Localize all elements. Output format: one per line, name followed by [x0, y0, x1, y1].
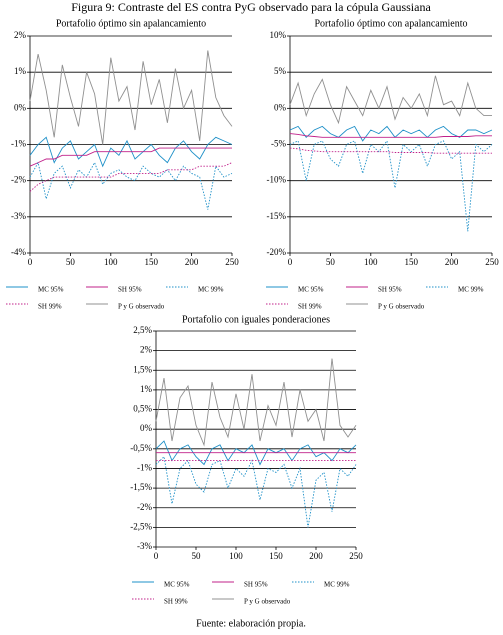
legend-label: SH 95%: [378, 286, 402, 294]
legend-label: SH 99%: [38, 303, 62, 311]
y-tick-label: -1%: [137, 463, 152, 473]
y-tick-label: -3%: [137, 541, 152, 551]
legend-label: MC 95%: [298, 286, 324, 294]
legend-label: MC 99%: [458, 286, 484, 294]
x-tick-label: 100: [229, 551, 243, 561]
y-tick-label: -5%: [271, 139, 286, 149]
series-line: [155, 358, 357, 447]
legend-label: MC 99%: [324, 581, 350, 589]
y-tick-label: -4%: [11, 247, 26, 257]
x-tick-label: 250: [225, 257, 239, 267]
series-line: [155, 455, 357, 528]
y-tick-label: -1%: [11, 139, 26, 149]
legend-label: SH 95%: [118, 286, 142, 294]
series-line: [29, 161, 233, 210]
x-tick-label: 50: [192, 551, 202, 561]
x-tick-label: 150: [404, 257, 418, 267]
y-tick-label: -1,5%: [130, 482, 152, 492]
x-tick-label: 200: [185, 257, 199, 267]
series-line: [29, 147, 232, 167]
y-tick-label: -20%: [267, 247, 287, 257]
y-tick-label: -2%: [11, 175, 26, 185]
legend-label: MC 99%: [198, 286, 224, 294]
x-tick-label: 200: [445, 257, 459, 267]
series-line: [289, 147, 492, 154]
series-line: [29, 136, 233, 168]
x-tick-label: 0: [154, 551, 159, 561]
y-tick-label: 2,5%: [133, 325, 152, 335]
x-tick-label: 250: [485, 257, 499, 267]
legend-label: P y G observado: [118, 303, 165, 311]
y-tick-label: -0,5%: [130, 443, 152, 453]
y-tick-label: -2%: [137, 502, 152, 512]
series-line: [289, 139, 493, 232]
legend-label: P y G observado: [244, 598, 291, 606]
x-tick-label: 50: [326, 257, 336, 267]
y-tick-label: 0%: [274, 102, 287, 112]
source-note: Fuente: elaboración propia.: [196, 618, 306, 629]
x-tick-label: 200: [309, 551, 323, 561]
y-tick-label: 1%: [140, 384, 153, 394]
x-tick-label: 0: [288, 257, 293, 267]
y-tick-label: 10%: [270, 30, 287, 40]
legend-label: P y G observado: [378, 303, 425, 311]
x-tick-label: 150: [269, 551, 283, 561]
x-tick-label: 100: [104, 257, 118, 267]
y-tick-label: 2%: [140, 345, 153, 355]
chart-title: Portafolio óptimo sin apalancamiento: [56, 18, 206, 29]
series-line: [289, 125, 493, 142]
x-tick-label: 250: [349, 551, 363, 561]
y-tick-label: 0%: [14, 102, 27, 112]
y-tick-label: -2,5%: [130, 521, 152, 531]
y-tick-label: 2%: [14, 30, 27, 40]
series-line: [289, 133, 492, 138]
legend-label: SH 99%: [298, 303, 322, 311]
chart-title: Portafolio óptimo con apalancamiento: [314, 18, 467, 29]
series-line: [29, 162, 233, 192]
series-line: [29, 50, 233, 145]
figure-title: Figura 9: Contraste del ES contra PyG ob…: [71, 0, 431, 14]
x-tick-label: 150: [144, 257, 158, 267]
y-tick-label: -10%: [267, 175, 287, 185]
y-tick-label: 1,5%: [133, 364, 152, 374]
y-tick-label: -3%: [11, 211, 26, 221]
legend-label: SH 95%: [244, 581, 268, 589]
legend-label: MC 95%: [38, 286, 64, 294]
y-tick-label: 0,5%: [133, 404, 152, 414]
y-tick-label: 0%: [140, 423, 153, 433]
y-tick-label: 1%: [14, 66, 27, 76]
series-line: [155, 440, 357, 466]
legend-label: MC 95%: [164, 581, 190, 589]
chart-title: Portafolio con iguales ponderaciones: [182, 314, 330, 325]
x-tick-label: 0: [28, 257, 33, 267]
x-tick-label: 100: [364, 257, 378, 267]
y-tick-label: 5%: [274, 66, 287, 76]
y-tick-label: -15%: [267, 211, 287, 221]
x-tick-label: 50: [66, 257, 76, 267]
legend-label: SH 99%: [164, 598, 188, 606]
series-line: [289, 75, 492, 125]
